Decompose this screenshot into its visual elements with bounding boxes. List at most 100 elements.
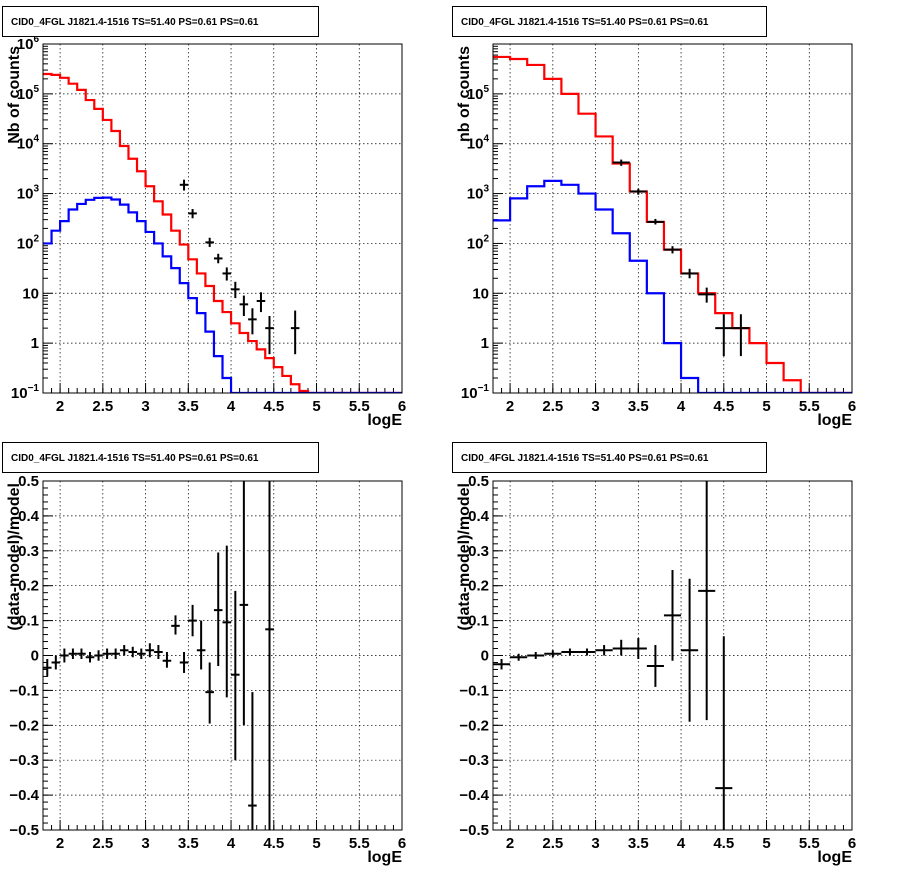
data-point: [179, 179, 189, 191]
data-point: [222, 545, 232, 698]
data-point: [60, 648, 69, 663]
data-point: [527, 652, 545, 659]
x-tick-label: 5.5: [349, 398, 370, 415]
data-point: [77, 648, 86, 659]
y-tick-label: 105: [467, 84, 490, 103]
x-tick-label: 5.5: [799, 835, 820, 852]
data-point: [715, 636, 733, 830]
data-point: [493, 658, 511, 670]
data-point: [51, 655, 61, 670]
y-tick-label: 10−1: [11, 383, 40, 402]
y-tick-label: 0.2: [18, 578, 39, 595]
y-tick-label: 0.4: [468, 508, 490, 525]
x-tick-label: 3.5: [178, 835, 199, 852]
data-point: [171, 615, 180, 635]
y-tick-label: 0.1: [468, 613, 489, 630]
data-point: [265, 481, 274, 830]
x-tick-label: 5: [762, 835, 770, 852]
y-axis-title: nb of counts: [456, 46, 473, 142]
y-axis-title: (data-model)/model: [6, 483, 23, 631]
series-line-model-total: [43, 72, 402, 393]
x-tick-label: 4: [227, 398, 236, 415]
y-tick-label: 0.3: [18, 543, 39, 560]
series-line-model-total: [493, 55, 852, 393]
y-tick-label: 104: [467, 134, 490, 153]
data-point: [510, 653, 528, 661]
y-tick-label: 103: [467, 184, 490, 203]
x-tick-label: 2: [506, 835, 514, 852]
x-tick-label: 2: [506, 398, 514, 415]
plot-frame: [492, 480, 853, 831]
x-tick-label: 2.5: [542, 398, 563, 415]
data-point: [162, 652, 172, 668]
x-tick-label: 6: [398, 398, 406, 415]
y-tick-label: 10−1: [461, 383, 490, 402]
y-axis-title: (data-model)/model: [456, 483, 473, 631]
y-tick-label: −0.2: [9, 717, 39, 734]
chart-title-box: CID0_4FGL J1821.4-1516 TS=51.40 PS=0.61 …: [2, 442, 319, 473]
data-point: [646, 645, 664, 687]
y-tick-label: 102: [467, 233, 490, 252]
data-point: [265, 316, 274, 355]
x-tick-label: 3: [591, 835, 599, 852]
data-point: [188, 604, 197, 637]
x-tick-label: 4: [677, 835, 686, 852]
y-tick-label: −0.4: [9, 787, 39, 804]
x-tick-label: 2.5: [92, 398, 113, 415]
x-tick-label: 4.5: [263, 835, 284, 852]
data-point: [578, 648, 596, 656]
y-tick-label: 102: [17, 233, 40, 252]
data-point: [646, 218, 664, 225]
chart-panel-2: 2 2.5 3 3.5 4 4.5 5 5.5 6 10−1 1 10 102 103 104 105 logE…: [452, 6, 856, 429]
y-tick-label: 1: [31, 335, 39, 352]
data-point: [681, 578, 699, 722]
y-tick-label: −0.5: [459, 822, 489, 839]
chart-panel-4: 2 2.5 3 3.5 4 4.5 5 5.5 6 −0.5 −0.4 −0.3 −0.2 −0.1 0 0.…: [452, 442, 856, 866]
series-line-model-source: [43, 196, 402, 393]
data-point: [188, 209, 197, 219]
x-axis-title: logE: [367, 849, 402, 866]
data-point: [248, 692, 257, 830]
chart-title: CID0_4FGL J1821.4-1516 TS=51.40 PS=0.61 …: [461, 453, 709, 464]
x-tick-label: 2.5: [542, 835, 563, 852]
y-tick-label: 0.4: [18, 508, 40, 525]
plot-frame: [42, 43, 403, 394]
data-point: [119, 645, 129, 656]
x-axis-title: logE: [367, 412, 402, 429]
x-tick-label: 5.5: [799, 398, 820, 415]
data-point: [231, 590, 240, 761]
data-point: [196, 620, 206, 670]
data-point: [290, 310, 300, 355]
x-tick-label: 4: [227, 835, 236, 852]
data-point: [698, 481, 716, 721]
chart-panel-1: 2 2.5 3 3.5 4 4.5 5 5.5 6 10−1 1 10 102 103 104 105 106 l…: [2, 6, 406, 429]
y-tick-label: 0: [481, 648, 489, 665]
y-tick-label: 10: [22, 285, 39, 302]
chart-title: CID0_4FGL J1821.4-1516 TS=51.40 PS=0.61 …: [461, 17, 709, 28]
y-tick-label: −0.5: [9, 822, 39, 839]
y-tick-label: −0.4: [459, 787, 489, 804]
y-tick-label: 106: [17, 34, 40, 53]
data-point: [595, 645, 613, 656]
x-axis-title: logE: [817, 849, 852, 866]
data-point: [612, 159, 630, 166]
data-point: [128, 646, 138, 658]
data-point: [663, 246, 682, 254]
y-tick-label: 105: [17, 84, 40, 103]
data-point: [715, 314, 733, 357]
data-point: [68, 648, 78, 659]
y-tick-label: 104: [17, 134, 40, 153]
data-point: [43, 658, 52, 677]
y-tick-label: 0: [31, 648, 39, 665]
data-point: [681, 268, 699, 279]
data-point: [222, 267, 232, 281]
data-point: [137, 648, 146, 659]
data-point: [256, 292, 266, 313]
data-point: [629, 188, 647, 195]
chart-title: CID0_4FGL J1821.4-1516 TS=51.40 PS=0.61 …: [11, 453, 259, 464]
data-point: [544, 650, 562, 658]
x-tick-label: 3: [141, 398, 149, 415]
chart-title-frame: [452, 442, 767, 473]
data-point: [231, 281, 240, 299]
data-point: [85, 652, 95, 663]
